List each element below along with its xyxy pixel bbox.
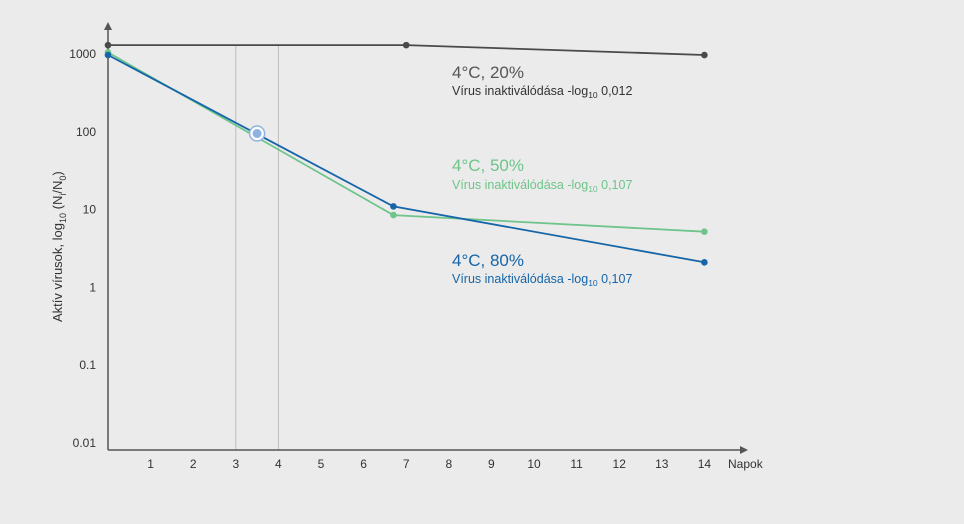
- series-note-20: Vírus inaktiválódása -log10 0,012: [452, 84, 632, 100]
- y-tick-label: 100: [76, 125, 96, 139]
- y-axis-label: Aktív vírusok, log10 (Ni/N0): [50, 171, 68, 322]
- series-note-50: Vírus inaktiválódása -log10 0,107: [452, 178, 632, 194]
- series-point-2: [104, 51, 112, 59]
- x-tick-label: 9: [488, 457, 495, 471]
- x-tick-label: 1: [147, 457, 154, 471]
- series: [104, 41, 708, 266]
- x-axis-label: Napok: [728, 457, 764, 471]
- series-point-0: [104, 41, 112, 49]
- x-tick-label: 13: [655, 457, 669, 471]
- series-annotations: 4°C, 20% Vírus inaktiválódása -log10 0,0…: [452, 63, 632, 288]
- x-tick-label: 14: [698, 457, 712, 471]
- x-tick-label: 7: [403, 457, 410, 471]
- y-tick-label: 10: [83, 203, 97, 217]
- series-label-20: 4°C, 20%: [452, 63, 524, 82]
- x-tick-label: 5: [318, 457, 325, 471]
- x-tick-label: 4: [275, 457, 282, 471]
- y-tick-label: 0.01: [73, 436, 97, 450]
- series-point-0: [402, 41, 410, 49]
- axes: [104, 22, 748, 454]
- series-point-2: [390, 203, 397, 210]
- x-tick-label: 10: [527, 457, 541, 471]
- series-note-80: Vírus inaktiválódása -log10 0,107: [452, 272, 632, 288]
- y-tick-label: 1: [89, 280, 96, 294]
- x-tick-label: 11: [570, 457, 583, 471]
- x-tick-label: 12: [613, 457, 627, 471]
- x-tick-label: 2: [190, 457, 197, 471]
- series-line-1: [107, 51, 705, 233]
- y-axis-arrow: [104, 22, 112, 30]
- x-axis-arrow: [740, 446, 748, 454]
- x-tick-label: 6: [360, 457, 367, 471]
- series-point-2: [701, 259, 708, 266]
- series-point-0: [701, 51, 708, 59]
- reference-lines: [235, 45, 279, 450]
- y-tick-label: 1000: [69, 47, 96, 61]
- series-point-1: [701, 228, 708, 235]
- series-point-1: [390, 211, 397, 219]
- series-label-50: 4°C, 50%: [452, 156, 524, 175]
- highlight-marker-dot: [252, 129, 262, 139]
- x-tick-label: 3: [232, 457, 239, 471]
- x-tick-label: 8: [445, 457, 452, 471]
- series-label-80: 4°C, 80%: [452, 251, 524, 270]
- y-tick-label: 0.1: [79, 358, 96, 372]
